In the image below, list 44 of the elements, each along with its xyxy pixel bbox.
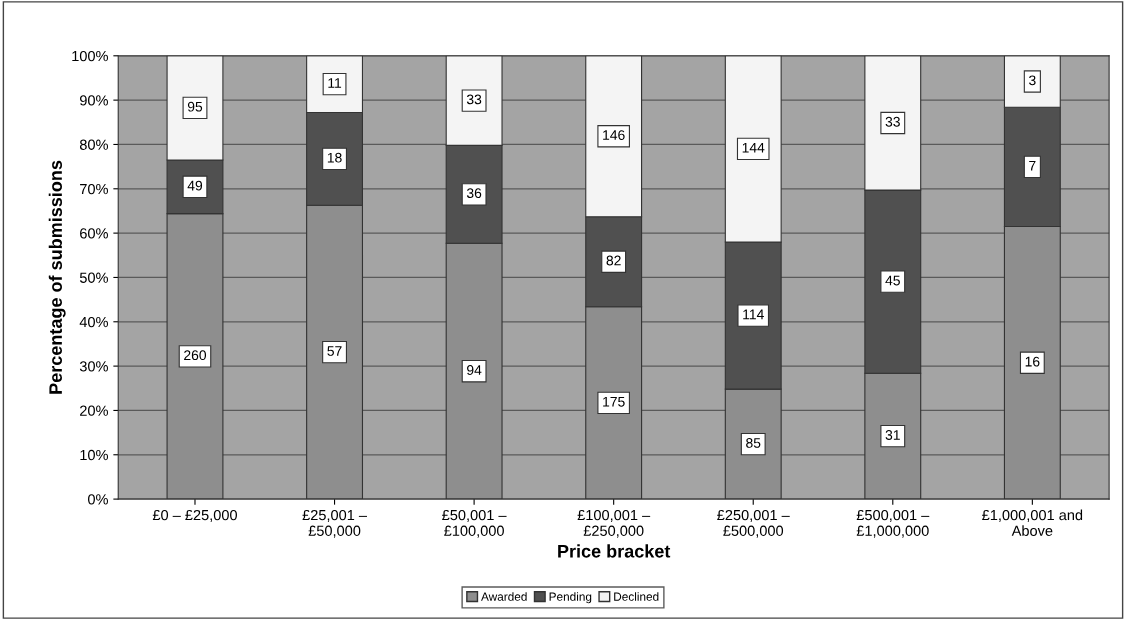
x-tick-label: £50,001 – £100,000 [442, 509, 507, 538]
legend-label: Declined [614, 592, 659, 601]
x-tick-label: £500,001 – £1,000,000 [856, 509, 930, 538]
annotation: 94 [467, 365, 482, 375]
annotation: 146 [603, 130, 625, 140]
y-tick-label: 100% [72, 50, 108, 62]
y-tick-label: 50% [79, 272, 108, 283]
annotation: 33 [466, 94, 482, 105]
x-tick-label: £250,001 – £500,000 [717, 509, 790, 538]
legend-label: Pending [549, 592, 592, 604]
annotation: 175 [603, 396, 625, 407]
y-tick-label: 0% [88, 494, 108, 505]
y-axis-title: Percentage of submissions [48, 160, 66, 394]
x-tick-label: £25,001 – £50,000 [302, 509, 367, 538]
y-tick-label: 40% [79, 316, 108, 328]
x-tick-label: £100,001 – £250,000 [577, 509, 651, 538]
legend-label: Awarded [481, 592, 527, 601]
annotation: 31 [885, 430, 900, 440]
y-tick-label: 30% [79, 361, 108, 372]
annotation: 49 [187, 180, 203, 191]
y-tick-label: 10% [80, 449, 108, 461]
annotation: 33 [885, 116, 900, 127]
y-tick-label: 90% [80, 95, 108, 106]
x-tick-label: £0 – £25,000 [152, 509, 237, 522]
annotation: 11 [328, 78, 342, 88]
y-tick-label: 20% [80, 405, 108, 416]
y-tick-label: 60% [80, 228, 108, 239]
annotation: 260 [184, 350, 207, 361]
annotation: 18 [327, 152, 342, 163]
annotation: 3 [1029, 75, 1036, 86]
annotation: 7 [1029, 160, 1036, 171]
annotation: 144 [742, 142, 765, 153]
x-tick-label: £1,000,001 and Above [982, 509, 1083, 536]
annotation: 85 [746, 438, 761, 448]
annotation: 95 [187, 101, 203, 112]
annotation: 57 [327, 346, 342, 356]
x-axis-title: Price bracket [558, 544, 671, 558]
y-tick-label: 70% [80, 183, 108, 195]
annotation: 36 [466, 188, 482, 199]
annotation: 82 [606, 255, 621, 266]
annotation: 45 [885, 275, 900, 286]
annotation: 16 [1025, 356, 1040, 367]
annotation: 114 [743, 309, 764, 320]
y-tick-label: 80% [79, 139, 108, 150]
